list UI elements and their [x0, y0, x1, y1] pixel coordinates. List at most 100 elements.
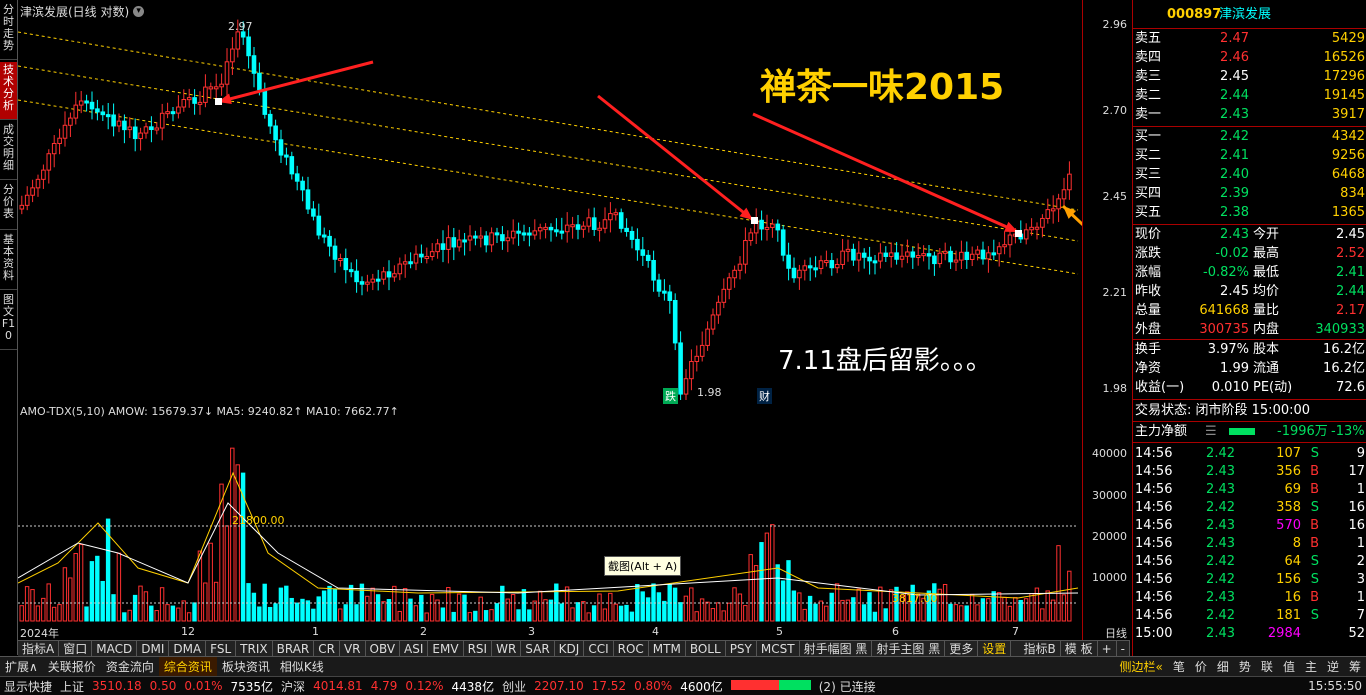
tab-capital-flow[interactable]: 资金流向 — [105, 660, 154, 674]
candle — [429, 251, 435, 257]
list-icon[interactable]: ☰ — [1205, 424, 1217, 439]
trade-state: 交易状态: 闭市阶段 15:00:00 — [1133, 402, 1366, 420]
indicator-tab[interactable]: 射手主图 黑 — [872, 641, 946, 657]
candle — [440, 243, 446, 250]
tab-bi[interactable]: 笔 — [1172, 660, 1185, 674]
ma-line — [18, 471, 1079, 599]
candle — [770, 223, 775, 228]
indicator-tab[interactable]: PSY — [726, 641, 757, 657]
tab-zhi[interactable]: 值 — [1282, 660, 1295, 674]
tab-jia[interactable]: 价 — [1194, 660, 1207, 674]
tick-row: 14:56 2.42 64 S 2 — [1133, 553, 1366, 571]
indicator-tab[interactable]: 指标B — [1020, 641, 1061, 657]
tab-price-table[interactable]: 分价表 — [0, 182, 17, 230]
volume-bar — [770, 524, 775, 622]
volume-bar — [1045, 590, 1050, 622]
indicator-tab[interactable] — [1011, 641, 1019, 657]
tab-ni[interactable]: 逆 — [1326, 660, 1339, 674]
indicator-tab[interactable]: TRIX — [236, 641, 273, 657]
connection-status[interactable]: (2) 已连接 — [818, 679, 876, 694]
candle — [624, 227, 629, 232]
indicator-tab[interactable]: MCST — [757, 641, 800, 657]
quick-display[interactable]: 显示快捷 — [4, 679, 53, 694]
volume-chart[interactable] — [18, 403, 1082, 639]
volume-bar — [176, 607, 181, 622]
stat-value: 1.99 — [1220, 361, 1249, 376]
indicator-tab[interactable]: 窗口 — [59, 641, 93, 657]
indicator-tab[interactable]: 更多 — [945, 641, 979, 657]
indicator-tab[interactable]: ROC — [614, 641, 649, 657]
tab-chou[interactable]: 筹 — [1348, 660, 1361, 674]
tag-die[interactable]: 跌 — [663, 388, 678, 404]
status-bar: 显示快捷 上证 3510.18 0.50 0.01% 7535亿 沪深 4014… — [0, 676, 1366, 695]
indicator-tab[interactable]: OBV — [366, 641, 401, 657]
indicator-tab[interactable]: DMA — [169, 641, 207, 657]
tab-similar-kline[interactable]: 相似K线 — [279, 660, 324, 674]
hs-label[interactable]: 沪深 — [281, 679, 306, 694]
tab-xi[interactable]: 细 — [1216, 660, 1229, 674]
indicator-tab[interactable]: SAR — [521, 641, 555, 657]
volume-bar — [640, 591, 645, 622]
order-price: 2.39 — [1220, 186, 1249, 201]
volume-bar — [116, 552, 122, 622]
tab-technical[interactable]: 技术分析 — [0, 62, 17, 120]
indicator-tab[interactable]: CCI — [584, 641, 614, 657]
tab-timeshare[interactable]: 分时走势 — [0, 2, 17, 60]
tab-lian[interactable]: 联 — [1260, 660, 1273, 674]
stat-value: 2.43 — [1220, 227, 1249, 242]
tick-row: 14:56 2.43 16 B 1 — [1133, 589, 1366, 607]
cy-label[interactable]: 创业 — [502, 679, 527, 694]
tab-shi[interactable]: 势 — [1238, 660, 1251, 674]
indicator-tab[interactable]: BRAR — [273, 641, 315, 657]
sh-label[interactable]: 上证 — [60, 679, 85, 694]
indicator-tab[interactable]: RSI — [464, 641, 493, 657]
tag-cai[interactable]: 财 — [757, 388, 772, 404]
tab-expand[interactable]: 扩展∧ — [5, 660, 38, 674]
candle — [527, 232, 532, 236]
sidebar-toggle[interactable]: 侧边栏« — [1119, 660, 1163, 674]
indicator-tab[interactable]: EMV — [428, 641, 464, 657]
tab-sector-news[interactable]: 板块资讯 — [221, 660, 270, 674]
period-label[interactable]: 日线 — [1105, 627, 1127, 640]
indicator-tab[interactable]: - — [1117, 641, 1130, 657]
chart-line — [18, 99, 1079, 275]
volume-bar — [980, 598, 986, 622]
stat-label: 涨幅 — [1135, 265, 1162, 280]
candle — [813, 267, 818, 271]
candle — [230, 48, 235, 63]
indicator-tab[interactable]: WR — [492, 641, 522, 657]
tab-news[interactable]: 综合资讯 — [158, 657, 217, 677]
indicator-tab[interactable]: CR — [314, 641, 340, 657]
kline-chart[interactable] — [18, 4, 1082, 400]
indicator-tab[interactable]: ASI — [400, 641, 429, 657]
chevron-down-icon[interactable]: ▾ — [133, 6, 145, 17]
tab-basic-info[interactable]: 基本资料 — [0, 232, 17, 290]
indicator-tab[interactable]: VR — [340, 641, 366, 657]
candle — [915, 254, 921, 258]
indicator-tab[interactable]: MTM — [649, 641, 686, 657]
indicator-tab[interactable]: 射手幅图 黑 — [800, 641, 873, 657]
candle — [532, 230, 538, 236]
indicator-tab[interactable]: FSL — [206, 641, 237, 657]
volume-bar — [305, 600, 311, 622]
indicator-tab[interactable]: BOLL — [686, 641, 726, 657]
tab-related-quote[interactable]: 关联报价 — [47, 660, 96, 674]
tick-time: 14:56 — [1135, 518, 1173, 533]
indicator-tab[interactable]: MACD — [92, 641, 138, 657]
tick-row: 14:56 2.42 107 S 9 — [1133, 445, 1366, 463]
tab-trade-details[interactable]: 成交明细 — [0, 122, 17, 180]
tab-zhu[interactable]: 主 — [1304, 660, 1317, 674]
trade-state-text: 交易状态: 闭市阶段 15:00:00 — [1135, 403, 1311, 418]
indicator-tab[interactable]: 模 板 — [1061, 641, 1098, 657]
indicator-tab[interactable]: KDJ — [555, 641, 585, 657]
candle — [149, 126, 154, 131]
stat-label: 均价 — [1253, 284, 1280, 299]
candle — [651, 259, 656, 281]
indicator-tab[interactable]: DMI — [137, 641, 170, 657]
indicator-tab[interactable]: 指标A — [18, 641, 60, 657]
volume-bar — [656, 592, 662, 622]
order-level-label: 买二 — [1135, 148, 1162, 163]
tab-f10[interactable]: 图文F10 — [0, 292, 17, 350]
indicator-tab[interactable]: + — [1098, 641, 1117, 657]
indicator-tab[interactable]: 设置 — [978, 641, 1012, 657]
